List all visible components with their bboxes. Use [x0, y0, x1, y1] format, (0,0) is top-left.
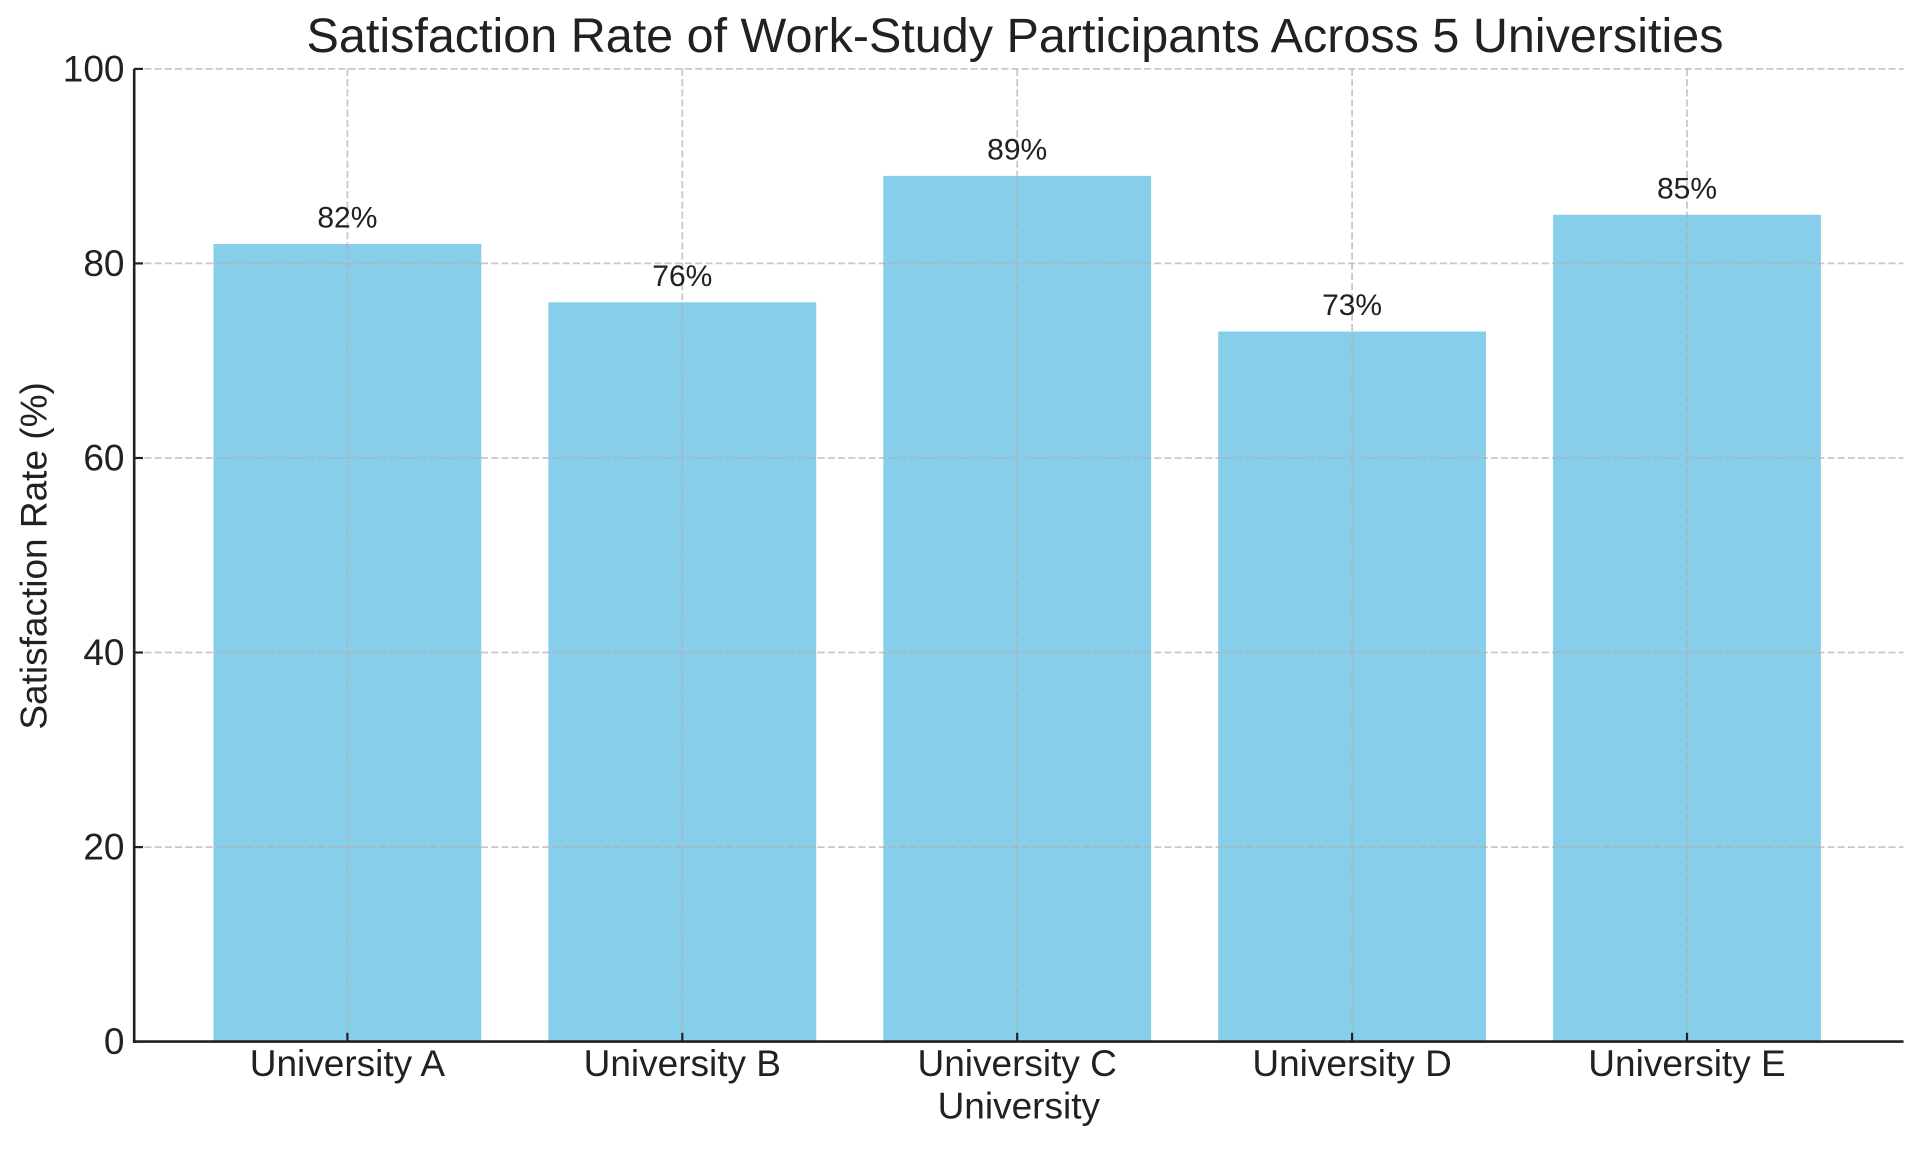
- svg-text:89%: 89%: [987, 134, 1047, 167]
- svg-text:73%: 73%: [1322, 289, 1382, 322]
- svg-text:Satisfaction Rate of Work-Stud: Satisfaction Rate of Work-Study Particip…: [307, 9, 1724, 63]
- svg-text:University: University: [938, 1086, 1101, 1127]
- svg-text:100: 100: [63, 49, 125, 90]
- svg-text:80: 80: [83, 243, 124, 284]
- svg-text:University A: University A: [250, 1043, 446, 1084]
- svg-text:University C: University C: [917, 1043, 1116, 1084]
- svg-text:University B: University B: [584, 1043, 781, 1084]
- svg-text:University E: University E: [1588, 1043, 1785, 1084]
- svg-text:85%: 85%: [1657, 173, 1717, 206]
- svg-text:76%: 76%: [652, 260, 712, 293]
- svg-text:0: 0: [104, 1021, 125, 1062]
- svg-text:40: 40: [83, 632, 124, 673]
- svg-text:60: 60: [83, 438, 124, 479]
- svg-text:Satisfaction Rate (%): Satisfaction Rate (%): [14, 382, 55, 730]
- svg-text:82%: 82%: [317, 202, 377, 235]
- svg-text:University D: University D: [1252, 1043, 1451, 1084]
- svg-text:20: 20: [83, 827, 124, 868]
